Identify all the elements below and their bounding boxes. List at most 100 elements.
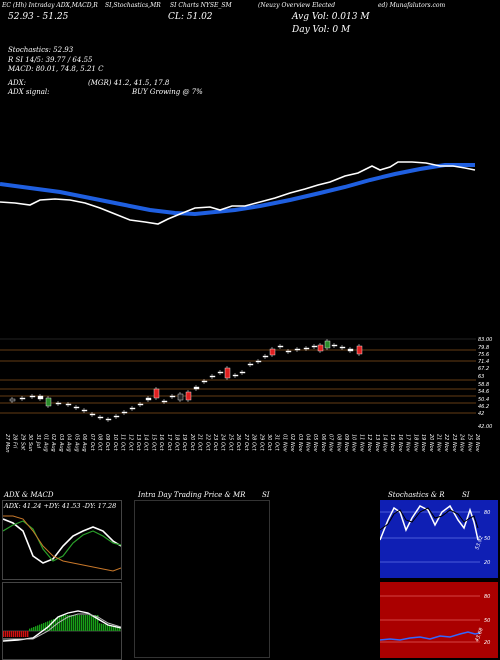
candle-body (209, 375, 216, 378)
date-label: 15 Nov (389, 434, 395, 453)
date-label: 06 Aug (81, 434, 87, 452)
macd-bar (75, 615, 77, 631)
macd-chart (3, 610, 121, 642)
date-label: 02 Nov (289, 434, 295, 453)
candle-body (262, 355, 269, 358)
date-label: 21 Oct (197, 434, 203, 452)
date-label: 03 Aug (58, 434, 64, 452)
macd-bar (13, 631, 15, 637)
macd-bar (87, 615, 89, 631)
macd-bar (85, 615, 87, 631)
date-label: 13 Oct (135, 434, 141, 452)
date-label: 25 Oct (227, 434, 233, 452)
candle-body (193, 386, 200, 390)
macd-bar (31, 627, 33, 631)
price-axis-label: 71.4 (478, 359, 489, 365)
date-label: 29 Sat (19, 434, 25, 451)
date-label: 14 Nov (382, 434, 388, 453)
candle-body (97, 416, 104, 419)
date-label: 05 Nov (312, 434, 318, 453)
macd-bar (11, 631, 13, 637)
adx-values: ADX: 41.24 +DY: 41.53 -DY: 17.28 (4, 502, 117, 510)
date-label: 27 Oct (243, 434, 249, 452)
header-title-part2: SI,Stochastics,MR (105, 2, 161, 9)
date-label: 02 Aug (50, 434, 56, 452)
candle-body (269, 348, 276, 356)
header-title-part4: (Neuzy Overview Elected (258, 2, 336, 9)
rsi-axis-20: 20 (484, 640, 490, 646)
date-label: 11 Oct (120, 434, 126, 452)
macd-bar (57, 617, 59, 631)
date-label: 08 Oct (96, 434, 102, 452)
macd-bar (33, 627, 35, 631)
macd-bar (105, 624, 107, 631)
date-label: 23 Nov (451, 434, 457, 453)
candle-body (65, 403, 72, 406)
date-label: 04 Aug (66, 434, 72, 452)
intraday-title: Intra Day Trading Price & MR (138, 491, 246, 499)
date-label: 30 Sun (27, 434, 33, 451)
macd-bar (21, 631, 23, 637)
date-label: 22 Oct (204, 434, 210, 452)
adx-chart (3, 515, 121, 572)
date-label: 04 Nov (304, 434, 310, 453)
candle-body (311, 345, 318, 348)
macd-bar (9, 631, 11, 637)
candle-body (247, 363, 254, 366)
date-label: 29 Oct (258, 434, 264, 452)
candle-body (232, 374, 239, 377)
stoch-axis-20: 20 (484, 560, 490, 566)
rsi-axis-50: 50 (484, 618, 490, 624)
date-label: 03 Nov (297, 434, 303, 453)
macd-bar (63, 615, 65, 631)
macd-bar (97, 615, 99, 631)
date-label: 07 Oct (89, 434, 95, 452)
candle-body (161, 400, 168, 403)
adx-label: ADX: (8, 79, 27, 87)
macd-bar (107, 624, 109, 631)
candle-body (55, 402, 62, 405)
date-label: 16 Oct (158, 434, 164, 452)
stochastics-chart: 80 50 20 53.92 (380, 504, 490, 566)
date-label: 09 Nov (343, 434, 349, 453)
macd-bar (27, 631, 29, 637)
candle-body (224, 367, 231, 379)
price-axis-label: 50.4 (478, 397, 489, 403)
date-label: 18 Nov (412, 434, 418, 453)
price-axis-label: 42 (478, 411, 484, 417)
candle-body (37, 395, 44, 400)
stochastics-readout: Stochastics: 52.93 (8, 46, 74, 54)
macd-bar (19, 631, 21, 637)
candle-body (347, 348, 354, 352)
adx-panel: ADX: 41.24 +DY: 41.53 -DY: 17.28 (2, 500, 122, 580)
macd-bar (109, 625, 111, 631)
day-volume: Day Vol: 0 M (292, 25, 351, 35)
candle-body (121, 411, 128, 414)
price-axis-label: 54.6 (478, 389, 489, 395)
adx-signal-detail: BUY Growing @ 7% (132, 88, 203, 96)
macd-bar (15, 631, 17, 637)
macd-bar (5, 631, 7, 637)
adx-detail: (MGR) 41.2, 41.5, 17.8 (88, 79, 170, 87)
date-label: 28 Fri (12, 434, 18, 449)
macd-bar (35, 626, 37, 631)
date-label: 25 Nov (466, 434, 472, 453)
rsi-readout: R SI 14/5: 39.77 / 64.55 (8, 56, 93, 64)
intraday-panel (134, 500, 270, 658)
date-label: 27 Mon (4, 434, 10, 453)
header-title-part3: SI Charts NYSE_SM (170, 2, 232, 9)
macd-bar (53, 619, 55, 631)
date-label: 31 Oct (274, 434, 280, 452)
price-axis-label: 58.8 (478, 382, 489, 388)
date-label: 08 Nov (335, 434, 341, 453)
date-label: 15 Oct (150, 434, 156, 452)
candle-body (137, 403, 144, 406)
ema-line (0, 163, 475, 217)
date-label: 20 Nov (428, 434, 434, 453)
rsi-axis-80: 80 (484, 594, 490, 600)
date-label: 24 Oct (220, 434, 226, 452)
macd-panel (2, 582, 122, 660)
macd-bar (91, 615, 93, 631)
macd-bar (99, 623, 101, 631)
date-label: 12 Nov (366, 434, 372, 453)
